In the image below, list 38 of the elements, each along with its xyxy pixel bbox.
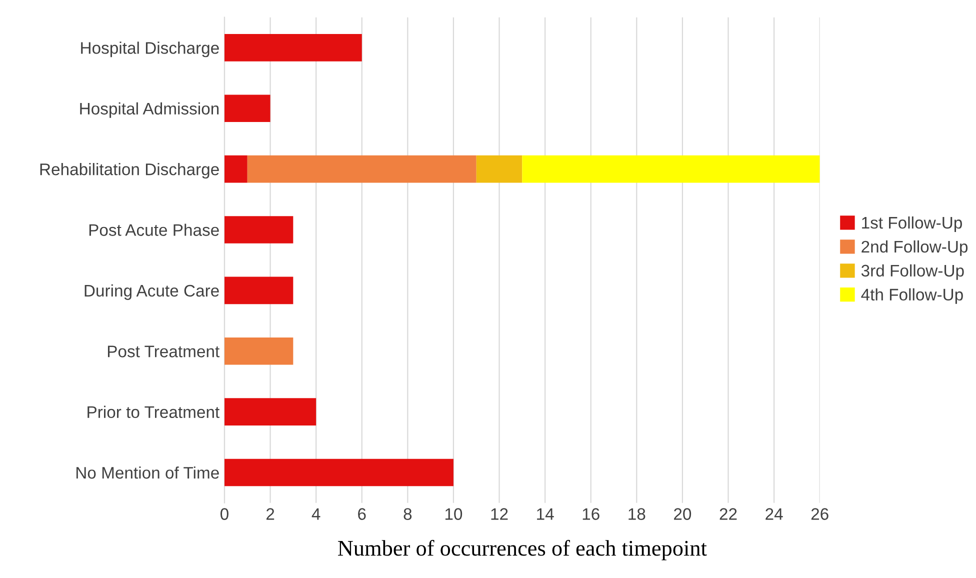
x-tick-label: 8 xyxy=(404,508,412,520)
bar xyxy=(224,276,294,304)
y-tick-label: During Acute Care xyxy=(84,284,219,300)
x-tick-label: 4 xyxy=(312,508,320,520)
x-tick-label: 18 xyxy=(628,508,646,520)
y-tick-label: Hospital Admission xyxy=(80,102,219,118)
x-axis-title: Number of occurrences of each timepoint xyxy=(338,540,707,560)
legend-label: 3rd Follow-Up xyxy=(861,264,964,280)
x-tick-label: 26 xyxy=(811,508,828,520)
bar xyxy=(224,216,294,244)
y-tick-label: Post Acute Phase xyxy=(89,224,219,236)
bar xyxy=(247,155,476,183)
bar xyxy=(224,94,270,122)
bar xyxy=(522,155,820,183)
x-tick-label: 10 xyxy=(445,508,462,520)
x-tick-label: 22 xyxy=(720,508,737,520)
bar xyxy=(224,398,316,426)
y-tick-label: Post Treatment xyxy=(108,346,220,358)
bar xyxy=(224,337,294,365)
y-tick-label: No Mention of Time xyxy=(76,466,219,479)
x-tick-label: 14 xyxy=(537,508,554,520)
bar xyxy=(476,155,522,183)
bar xyxy=(224,34,362,62)
legend-label: 2nd Follow-Up xyxy=(862,240,968,256)
x-tick-label: 20 xyxy=(674,508,692,520)
bar xyxy=(224,458,454,486)
x-tick-label: 16 xyxy=(582,508,600,520)
legend-label: 4th Follow-Up xyxy=(861,288,963,304)
x-tick-label: 6 xyxy=(358,508,366,520)
x-tick-label: 12 xyxy=(491,508,508,520)
legend-label: 1st Follow-Up xyxy=(862,216,962,232)
x-tick-label: 2 xyxy=(266,508,274,520)
y-tick-label: Hospital Discharge xyxy=(81,42,219,58)
bar xyxy=(224,155,248,183)
x-tick-label: 24 xyxy=(766,508,783,520)
x-tick-label: 0 xyxy=(220,508,228,520)
y-tick-label: Rehabilitation Discharge xyxy=(40,163,219,179)
y-tick-label: Prior to Treatment xyxy=(88,406,220,418)
